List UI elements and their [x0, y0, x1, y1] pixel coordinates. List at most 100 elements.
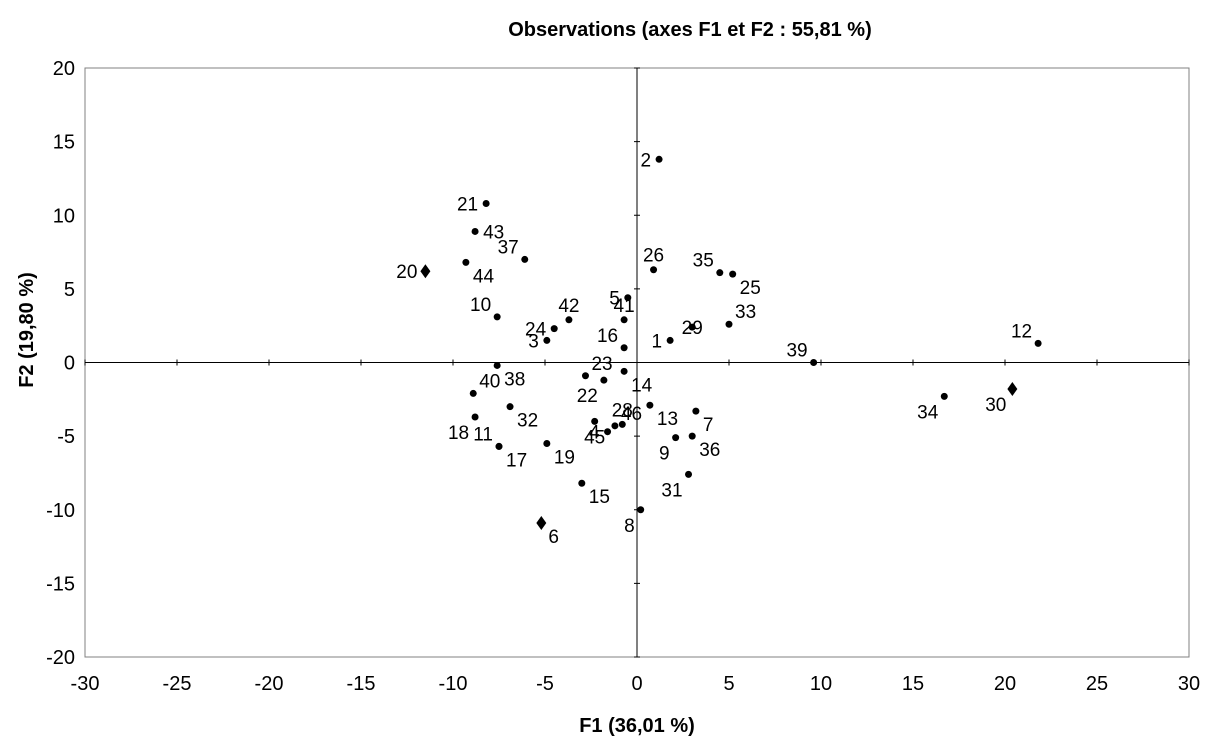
data-point [646, 401, 654, 409]
data-point-label: 41 [614, 296, 635, 317]
data-point-label: 18 [448, 423, 469, 444]
data-point [1034, 339, 1042, 347]
y-tick-label: -15 [46, 573, 75, 595]
data-point-label: 7 [703, 415, 714, 436]
data-point-label: 36 [699, 440, 720, 461]
data-point-label: 34 [917, 402, 939, 423]
x-tick-label: -20 [255, 673, 284, 695]
data-point [620, 316, 628, 324]
data-point-label: 20 [396, 262, 417, 283]
y-tick-label: 5 [64, 279, 75, 301]
data-point-label: 6 [548, 527, 559, 548]
data-point-label: 30 [985, 395, 1006, 416]
y-tick-label: -5 [57, 426, 75, 448]
data-point-label: 15 [589, 487, 610, 508]
data-point-label: 17 [506, 450, 527, 471]
axes-layer [84, 67, 1190, 658]
data-point [672, 434, 680, 442]
data-point-diamond [1007, 382, 1018, 397]
data-point-diamond [536, 516, 547, 531]
y-tick-label: 10 [53, 205, 75, 227]
data-point-label: 2 [641, 150, 652, 171]
data-point-label: 42 [558, 296, 579, 317]
data-point-label: 29 [682, 318, 703, 339]
data-point [688, 323, 696, 331]
data-point [493, 361, 501, 369]
data-point-label: 44 [473, 266, 495, 287]
x-tick-label: -30 [71, 673, 100, 695]
data-point [620, 344, 628, 352]
x-tick-label: -15 [347, 673, 376, 695]
data-point [543, 336, 551, 344]
y-tick-label: -20 [46, 647, 75, 669]
x-axis-title: F1 (36,01 %) [579, 715, 695, 737]
x-tick-label: 20 [994, 673, 1016, 695]
x-tick-label: 0 [631, 673, 642, 695]
data-point [624, 294, 632, 302]
data-point-label: 38 [504, 369, 525, 390]
data-point [655, 155, 663, 163]
y-tick-label: -10 [46, 500, 75, 522]
chart-title: Observations (axes F1 et F2 : 55,81 %) [508, 19, 872, 41]
data-point-label: 8 [624, 516, 635, 537]
data-point [810, 359, 818, 366]
x-tick-label: 30 [1178, 673, 1200, 695]
data-point [692, 407, 700, 415]
data-point [471, 227, 479, 235]
data-point-label: 14 [631, 375, 653, 396]
data-point [565, 316, 573, 324]
data-point-label: 35 [693, 251, 714, 272]
x-tick-label: -10 [439, 673, 468, 695]
data-point-label: 13 [657, 409, 678, 430]
data-point [495, 442, 503, 450]
y-axis-title: F2 (19,80 %) [16, 272, 38, 388]
data-point [482, 199, 490, 207]
data-point [650, 266, 658, 274]
data-point-label: 26 [643, 246, 664, 267]
y-tick-label: 15 [53, 132, 75, 154]
data-point [604, 428, 612, 436]
data-point-diamond [420, 264, 431, 279]
data-point [637, 506, 645, 514]
data-point [716, 269, 724, 277]
data-labels: 1234567891011121314151617181920212223242… [396, 150, 1032, 548]
data-point [729, 270, 737, 278]
data-point-label: 32 [517, 411, 538, 432]
data-point [618, 420, 626, 428]
x-tick-label: -25 [163, 673, 192, 695]
x-tick-label: 25 [1086, 673, 1108, 695]
data-point-label: 43 [483, 222, 504, 243]
data-point-label: 10 [470, 295, 491, 316]
data-point [471, 413, 479, 421]
y-tick-label: 20 [53, 58, 75, 80]
data-point-label: 46 [621, 404, 642, 425]
data-point [600, 376, 608, 384]
data-point [611, 422, 619, 430]
data-point [620, 367, 628, 375]
data-point [940, 392, 948, 400]
data-point [493, 313, 501, 321]
data-point [550, 325, 558, 333]
data-point-label: 21 [457, 194, 478, 215]
data-point [688, 432, 696, 440]
data-point-label: 5 [609, 289, 620, 310]
x-tick-label: -5 [536, 673, 554, 695]
data-point-label: 1 [652, 331, 663, 352]
data-point-label: 40 [479, 371, 500, 392]
data-point-label: 11 [473, 424, 493, 445]
data-point [685, 470, 693, 478]
data-point [578, 479, 586, 487]
data-point-label: 3 [528, 331, 539, 352]
data-point-label: 28 [612, 400, 633, 421]
x-tick-label: 15 [902, 673, 924, 695]
data-point-label: 23 [591, 354, 612, 375]
x-tick-label: 5 [723, 673, 734, 695]
data-point [506, 403, 514, 411]
x-tick-label: 10 [810, 673, 832, 695]
data-point [581, 372, 589, 380]
y-tick-label: 0 [64, 353, 75, 375]
data-point [521, 255, 529, 263]
data-point-label: 12 [1011, 321, 1032, 342]
